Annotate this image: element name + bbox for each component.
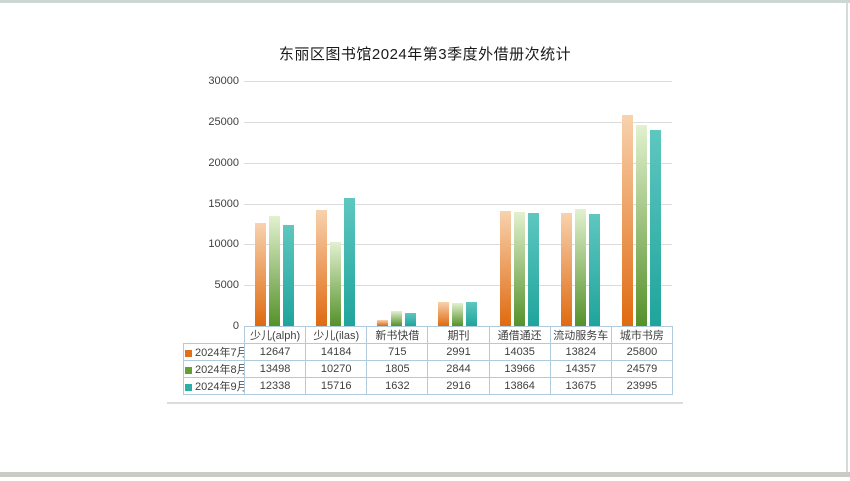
table-column-header: 期刊 bbox=[427, 326, 490, 344]
y-axis-tick-label: 30000 bbox=[208, 75, 239, 87]
bar-group-流动服务车 bbox=[550, 81, 611, 326]
bar-2024年8月-少儿(alph) bbox=[269, 216, 281, 326]
bar-2024年9月-流动服务车 bbox=[588, 214, 600, 326]
page-bottom-border bbox=[0, 472, 850, 477]
gridline bbox=[244, 81, 672, 82]
y-axis-tick-label: 0 bbox=[232, 320, 239, 332]
table-value-cell: 14035 bbox=[488, 343, 551, 361]
plot-area bbox=[244, 81, 672, 326]
bar-2024年8月-通借通还 bbox=[513, 212, 525, 326]
table-column-header: 少儿(ilas) bbox=[305, 326, 368, 344]
table-value-cell: 1632 bbox=[366, 377, 429, 395]
bar-2024年7月-新书快借 bbox=[377, 320, 389, 326]
table-value-cell: 25800 bbox=[610, 343, 673, 361]
bar-group-新书快借 bbox=[366, 81, 427, 326]
bar-group-期刊 bbox=[427, 81, 488, 326]
table-value-cell: 13824 bbox=[549, 343, 612, 361]
bar-2024年9月-新书快借 bbox=[405, 313, 417, 326]
table-column-header: 通借通还 bbox=[488, 326, 551, 344]
bar-2024年7月-流动服务车 bbox=[560, 213, 572, 326]
chart-title: 东丽区图书馆2024年第3季度外借册次统计 bbox=[278, 46, 572, 63]
bar-2024年7月-少儿(alph) bbox=[255, 223, 267, 326]
bar-2024年9月-期刊 bbox=[466, 302, 478, 326]
table-row: 2024年7月 12647 14184 715 2991 14035 13824 25800 bbox=[183, 343, 673, 361]
y-axis-tick-label: 15000 bbox=[208, 197, 239, 210]
table-value-cell: 1805 bbox=[366, 360, 429, 378]
table-value-cell: 14184 bbox=[305, 343, 368, 361]
bar-2024年8月-少儿(ilas) bbox=[330, 242, 342, 326]
table-column-header: 少儿(alph) bbox=[243, 326, 307, 344]
table-value-cell: 13675 bbox=[549, 377, 612, 395]
legend-cell: 2024年9月 bbox=[183, 377, 245, 395]
y-axis-tick-label: 10000 bbox=[208, 238, 239, 251]
bar-2024年7月-城市书房 bbox=[621, 115, 633, 326]
table-corner-blank bbox=[183, 326, 245, 344]
y-axis-tick-label: 25000 bbox=[208, 115, 239, 128]
borrowing-stats-chart: 东丽区图书馆2024年第3季度外借册次统计 0 5000 10000 15000 200… bbox=[167, 30, 683, 404]
table-value-cell: 13864 bbox=[488, 377, 551, 395]
gridline bbox=[244, 285, 672, 287]
table-value-cell: 10270 bbox=[305, 360, 368, 378]
table-value-cell: 13498 bbox=[243, 360, 307, 378]
table-value-cell: 15716 bbox=[305, 377, 368, 395]
bar-2024年8月-新书快借 bbox=[391, 311, 403, 326]
legend-cell: 2024年8月 bbox=[183, 360, 245, 378]
y-axis-tick-label: 20000 bbox=[208, 156, 239, 169]
bar-group-少儿(alph) bbox=[244, 81, 305, 326]
table-value-cell: 12647 bbox=[243, 343, 307, 361]
bar-group-通借通还 bbox=[489, 81, 550, 326]
table-value-cell: 2916 bbox=[427, 377, 490, 395]
gridline bbox=[244, 203, 672, 205]
gridline bbox=[244, 244, 672, 246]
bar-2024年9月-少儿(ilas) bbox=[344, 198, 356, 326]
table-value-cell: 14357 bbox=[549, 360, 612, 378]
bar-group-少儿(ilas) bbox=[305, 81, 366, 326]
y-axis-tick-label: 5000 bbox=[214, 279, 239, 292]
table-value-cell: 715 bbox=[366, 343, 429, 361]
table-column-header: 新书快借 bbox=[366, 326, 429, 344]
table-value-cell: 2844 bbox=[427, 360, 490, 378]
table-column-header: 城市书房 bbox=[610, 326, 673, 344]
gridline bbox=[244, 121, 672, 123]
bar-2024年7月-通借通还 bbox=[499, 211, 511, 326]
table-row: 2024年9月 12338 15716 1632 2916 13864 13675 23995 bbox=[183, 377, 673, 395]
bar-2024年8月-期刊 bbox=[452, 303, 464, 326]
bar-group-城市书房 bbox=[611, 81, 672, 326]
bar-2024年8月-城市书房 bbox=[635, 125, 647, 326]
legend-swatch-icon bbox=[185, 349, 192, 357]
table-column-header: 流动服务车 bbox=[549, 326, 612, 344]
table-value-cell: 2991 bbox=[427, 343, 490, 361]
table-row: 2024年8月 13498 10270 1805 2844 13966 14357 24579 bbox=[183, 360, 673, 378]
table-value-cell: 24579 bbox=[610, 360, 673, 378]
bar-2024年7月-期刊 bbox=[438, 302, 450, 326]
gridline bbox=[244, 162, 672, 164]
chart-data-table: 少儿(alph) 少儿(ilas) 新书快借 期刊 通借通还 流动服务车 城市书房 2024年… bbox=[183, 326, 673, 395]
table-value-cell: 13966 bbox=[488, 360, 551, 378]
legend-swatch-icon bbox=[185, 383, 192, 391]
bar-2024年8月-流动服务车 bbox=[574, 209, 586, 326]
legend-cell: 2024年7月 bbox=[183, 343, 245, 361]
bar-2024年9月-少儿(alph) bbox=[283, 225, 295, 326]
page-top-border bbox=[0, 0, 850, 3]
bar-2024年7月-少儿(ilas) bbox=[316, 210, 328, 326]
legend-swatch-icon bbox=[185, 366, 192, 374]
page-right-border bbox=[846, 3, 848, 472]
table-value-cell: 12338 bbox=[243, 377, 307, 395]
bar-2024年9月-城市书房 bbox=[649, 130, 661, 326]
bar-2024年9月-通借通还 bbox=[527, 213, 539, 326]
table-value-cell: 23995 bbox=[610, 377, 673, 395]
